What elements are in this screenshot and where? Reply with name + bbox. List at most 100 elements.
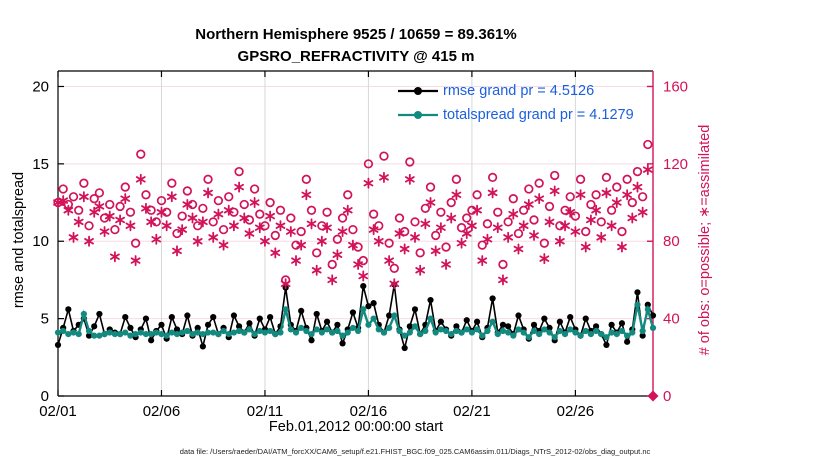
left-tick-label: 0	[41, 388, 49, 405]
totalspread-marker	[649, 324, 657, 332]
rmse-marker	[204, 321, 212, 328]
totalspread-marker	[272, 330, 279, 338]
assimilated-marker	[539, 255, 550, 262]
assimilated-marker	[363, 180, 374, 187]
rmse-marker	[401, 344, 408, 352]
possible-marker	[493, 207, 503, 217]
totalspread-marker	[613, 330, 620, 338]
assimilated-marker	[125, 222, 136, 229]
assimilated-marker	[270, 249, 281, 257]
possible-marker	[110, 224, 120, 235]
possible-marker	[550, 170, 560, 181]
possible-marker	[89, 194, 99, 204]
totalspread-marker	[349, 324, 357, 332]
possible-marker	[229, 207, 239, 217]
totalspread-marker	[572, 329, 579, 336]
possible-marker	[581, 226, 591, 237]
assimilated-marker	[570, 228, 581, 235]
possible-marker	[472, 190, 482, 200]
possible-marker	[529, 215, 539, 225]
assimilated-marker	[523, 201, 534, 208]
assimilated-marker	[389, 280, 400, 287]
assimilated-marker	[554, 238, 565, 245]
possible-marker	[446, 197, 456, 208]
assimilated-marker	[477, 257, 488, 264]
possible-marker	[503, 217, 513, 227]
rmse-marker	[386, 312, 393, 319]
totalspread-marker	[624, 332, 631, 339]
possible-marker	[120, 182, 130, 192]
totalspread-marker	[230, 329, 238, 336]
totalspread-marker	[629, 329, 636, 336]
totalspread-marker	[318, 329, 325, 336]
totalspread-marker	[551, 334, 558, 341]
assimilated-marker	[456, 239, 467, 247]
assimilated-marker	[141, 205, 151, 212]
x-axis-label: Feb.01,2012 00:00:00 start	[268, 419, 444, 435]
rmse-marker	[639, 332, 646, 339]
assimilated-marker	[420, 220, 431, 228]
assimilated-marker	[508, 210, 519, 218]
possible-marker	[172, 228, 182, 239]
assimilated-marker	[399, 245, 410, 253]
totalspread-marker	[313, 326, 320, 333]
totalspread-marker	[432, 329, 439, 336]
possible-marker	[208, 217, 218, 227]
totalspread-marker	[484, 327, 491, 335]
rmse-marker	[194, 324, 201, 332]
possible-marker	[105, 199, 115, 210]
assimilated-marker	[229, 222, 239, 229]
totalspread-marker	[127, 332, 134, 339]
x-tick-label: 02/21	[453, 403, 491, 420]
assimilated-marker	[544, 218, 555, 226]
rmse-marker	[91, 323, 98, 330]
possible-marker	[187, 199, 198, 210]
totalspread-marker	[256, 327, 263, 335]
totalspread-marker	[587, 330, 595, 338]
totalspread-marker	[137, 329, 144, 336]
totalspread-marker	[282, 306, 289, 313]
rmse-line-dot-icon	[398, 87, 438, 95]
possible-marker	[327, 259, 337, 270]
assimilated-marker	[120, 195, 131, 202]
possible-marker	[627, 197, 637, 208]
possible-marker	[601, 172, 612, 183]
assimilated-marker	[104, 212, 115, 220]
possible-marker	[410, 217, 420, 227]
rmse-marker	[148, 337, 155, 344]
right-tick-label: 80	[663, 233, 680, 250]
right-tick-label: 120	[663, 156, 688, 173]
x-tick-label: 02/16	[350, 403, 388, 420]
rmse-marker	[230, 312, 238, 319]
rmse-marker	[530, 321, 538, 328]
legend-row-totalspread: totalspread grand pr = 4.1279	[396, 103, 634, 127]
rmse-marker	[473, 318, 481, 325]
assimilated-marker	[498, 276, 508, 284]
rmse-marker	[308, 337, 315, 344]
totalspread-marker	[411, 323, 419, 330]
totalspread-marker	[422, 327, 429, 335]
totalspread-marker	[567, 326, 574, 333]
totalspread-marker	[406, 329, 413, 336]
possible-marker	[275, 205, 286, 215]
assimilated-marker	[68, 234, 79, 241]
rmse-marker	[349, 309, 357, 316]
assimilated-marker	[430, 247, 441, 255]
assimilated-marker	[249, 199, 260, 206]
possible-marker	[591, 190, 601, 200]
assimilated-marker	[446, 214, 457, 222]
rmse-marker	[184, 312, 191, 319]
totalspread-marker	[287, 326, 294, 333]
rmse-marker	[360, 283, 367, 290]
assimilated-marker	[327, 276, 338, 284]
right-axis-label: # of obs: o=possible; ∗=assimilated	[697, 124, 713, 356]
left-axis-label: rmse and totalspread	[11, 171, 27, 309]
x-tick-label: 02/06	[143, 403, 181, 420]
assimilated-marker	[482, 236, 493, 243]
totalspread-marker	[618, 327, 626, 335]
totalspread-marker	[323, 326, 331, 333]
possible-marker	[94, 188, 105, 198]
totalspread-marker	[168, 329, 175, 336]
assimilated-marker	[63, 207, 74, 214]
